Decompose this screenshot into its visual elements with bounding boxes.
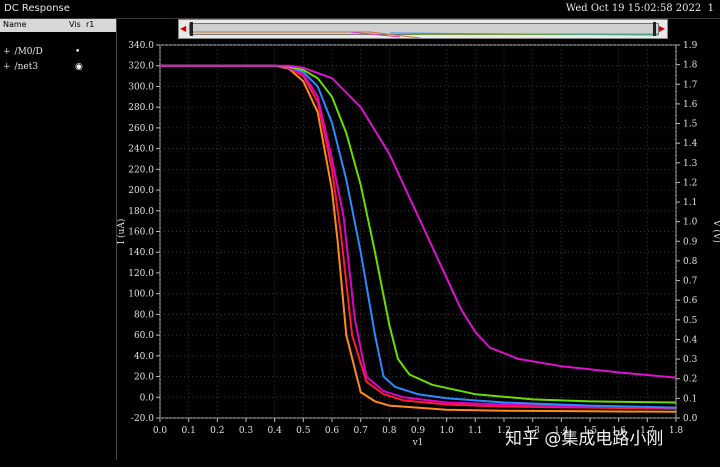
y-tick-label: 20.0 (134, 373, 154, 383)
y2-tick-label: 0.3 (683, 355, 698, 365)
y-tick-label: 80.0 (134, 310, 154, 320)
signal-name: /net3 (14, 62, 39, 72)
y2-tick-label: 0.8 (683, 257, 698, 267)
overview-thumbnail (190, 31, 659, 39)
y-tick-label: 220.0 (128, 165, 154, 175)
x-tick-label: 1.2 (497, 426, 511, 436)
x-tick-label: 1.4 (554, 426, 569, 436)
y-tick-label: 180.0 (128, 207, 154, 217)
window-title: DC Response (4, 3, 70, 14)
y-tick-label: 280.0 (128, 103, 154, 113)
title-bar: DC Response Wed Oct 19 15:02:58 2022 1 (0, 0, 720, 19)
x-tick-label: 0.5 (296, 426, 311, 436)
visibility-icon[interactable]: • (75, 47, 81, 57)
x-tick-label: 1.1 (468, 426, 482, 436)
signal-panel-header: Name Vis r1 (0, 19, 116, 32)
y-tick-label: 300.0 (128, 82, 154, 92)
y2-axis-label: V (V) (711, 219, 720, 243)
x-tick-label: 0.4 (268, 426, 283, 436)
y2-tick-label: 0.9 (683, 237, 698, 247)
y2-tick-label: 0.4 (683, 335, 698, 345)
y-tick-label: 140.0 (128, 248, 154, 258)
y-axis-label: I (uA) (116, 219, 127, 245)
dc-response-chart[interactable]: 0.0 0.1 0.2 0.3 0.4 0.5 0.6 0.7 0.8 0.9 1.0 1.1 1.2 1… (0, 40, 720, 460)
series-line[interactable] (160, 64, 677, 409)
y-tick-label: 160.0 (128, 228, 154, 238)
x-tick-label: 0.9 (411, 426, 426, 436)
plot-area[interactable] (159, 44, 677, 419)
x-tick-label: 0.7 (354, 426, 369, 436)
x-tick-label: 0.0 (153, 426, 168, 436)
x-tick-label: 1.7 (640, 426, 655, 436)
signal-row[interactable]: +/net3 (3, 62, 38, 72)
signal-row[interactable]: +/M0/D (3, 47, 43, 57)
y2-tick-label: 0.7 (683, 277, 698, 287)
overview-right-handle[interactable] (653, 22, 656, 36)
x-tick-label: 0.3 (239, 426, 254, 436)
y-tick-label: 100.0 (128, 290, 154, 300)
expand-icon[interactable]: + (3, 62, 11, 72)
x-tick-label: 1.5 (583, 426, 598, 436)
overview-window[interactable] (189, 23, 659, 39)
series-line[interactable] (160, 64, 677, 404)
overview-left-handle[interactable] (190, 22, 193, 36)
y-tick-label: 120.0 (128, 269, 154, 279)
x-tick-label: 0.8 (382, 426, 397, 436)
y-tick-label: 60.0 (134, 331, 154, 341)
timestamp: Wed Oct 19 15:02:58 2022 1 (565, 3, 714, 14)
y2-tick-label: 0.0 (683, 414, 698, 424)
y2-tick-label: 0.5 (683, 316, 698, 326)
y-tick-label: -20.0 (131, 414, 154, 424)
page-index: 1 (707, 3, 714, 14)
y2-tick-label: 1.0 (683, 218, 698, 228)
y-tick-label: 200.0 (128, 186, 154, 196)
y-tick-label: 240.0 (128, 145, 154, 155)
name-column-header[interactable]: Name (3, 20, 27, 29)
y2-tick-label: 1.9 (683, 41, 698, 51)
x-axis-label: v1 (412, 438, 424, 448)
signal-name: /M0/D (14, 47, 43, 57)
x-tick-label: 1.3 (526, 426, 541, 436)
series-line[interactable] (160, 64, 677, 413)
y2-tick-label: 1.8 (683, 61, 698, 71)
y-tick-label: 260.0 (128, 124, 154, 134)
signal-panel: Name Vis r1 +/M0/D • +/net3 ◉ (0, 19, 117, 460)
scroll-left-icon[interactable]: ◀ (180, 24, 187, 33)
x-tick-label: 0.1 (182, 426, 196, 436)
x-tick-label: 1.0 (440, 426, 455, 436)
y2-tick-label: 1.2 (683, 178, 697, 188)
x-tick-label: 0.2 (210, 426, 224, 436)
scroll-right-icon[interactable]: ▶ (659, 24, 666, 33)
y2-tick-label: 1.4 (683, 139, 698, 149)
y2-tick-label: 1.5 (683, 120, 698, 130)
series-line[interactable] (160, 64, 677, 379)
overview-scroll-bar[interactable]: ◀ ▶ (178, 19, 668, 39)
y2-tick-label: 0.6 (683, 296, 698, 306)
y2-tick-label: 1.6 (683, 100, 698, 110)
y-tick-label: 40.0 (134, 352, 154, 362)
y-tick-label: 340.0 (128, 41, 154, 51)
y2-tick-label: 1.3 (683, 159, 698, 169)
y2-tick-label: 1.1 (683, 198, 697, 208)
y2-tick-label: 0.2 (683, 375, 697, 385)
y2-tick-label: 1.7 (683, 80, 698, 90)
x-tick-label: 0.6 (325, 426, 340, 436)
y-tick-label: 320.0 (128, 62, 154, 72)
y-tick-label: 0.0 (140, 393, 155, 403)
expand-icon[interactable]: + (3, 47, 11, 57)
r-column-header[interactable]: r1 (86, 20, 95, 29)
x-tick-label: 1.6 (612, 426, 627, 436)
y2-tick-label: 0.1 (683, 394, 697, 404)
status-strip (0, 460, 720, 467)
x-tick-label: 1.8 (669, 426, 684, 436)
watermark: 知乎 @集成电路小刚 (505, 429, 664, 449)
visibility-icon[interactable]: ◉ (75, 62, 83, 72)
vis-column-header[interactable]: Vis (69, 20, 81, 29)
